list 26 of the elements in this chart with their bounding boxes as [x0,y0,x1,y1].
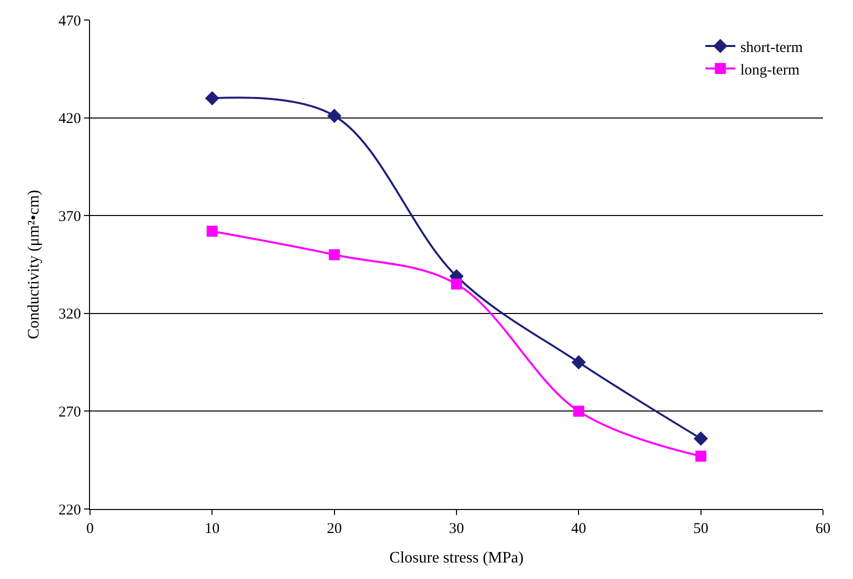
point [206,226,218,237]
y-tick-label: 370 [58,208,81,225]
point [573,406,584,417]
x-tick-label: 20 [326,521,342,537]
point [327,108,342,123]
x-tick-label: 30 [449,521,464,537]
x-tick-label: 50 [693,521,708,537]
point [694,431,708,446]
x-tick-label: 10 [204,521,220,537]
point [205,91,220,106]
point [451,278,462,290]
point [328,249,340,260]
y-axis-title: Conductivity (μm²•cm) [25,190,42,340]
y-tick-label: 270 [58,404,81,420]
legend-label: long-term [740,62,800,78]
point [572,355,586,370]
point [695,450,706,462]
y-tick-label: 320 [58,306,81,323]
x-tick-label: 60 [816,521,830,537]
y-tick-label: 220 [58,502,81,518]
x-axis-title: Closure stress (MPa) [389,550,524,567]
y-tick-label: 420 [58,111,81,128]
y-tick-label: 470 [58,13,81,30]
x-tick-label: 40 [571,521,586,537]
legend-label: short-term [740,40,804,56]
x-tick-label: 0 [86,521,94,537]
